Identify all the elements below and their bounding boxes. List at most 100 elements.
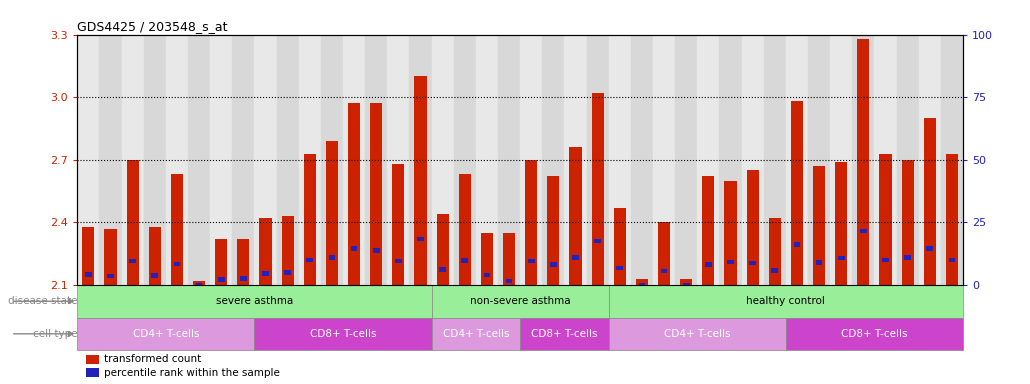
- Bar: [809, 35, 830, 285]
- Bar: [880, 154, 892, 285]
- Bar: [217, 277, 225, 282]
- Bar: [719, 35, 742, 285]
- Bar: [724, 180, 736, 285]
- Bar: [658, 222, 671, 285]
- Bar: [837, 256, 845, 260]
- Bar: [946, 154, 958, 285]
- Text: CD4+ T-cells: CD4+ T-cells: [443, 329, 509, 339]
- Bar: [830, 35, 853, 285]
- Bar: [660, 269, 667, 273]
- Bar: [520, 35, 543, 285]
- Bar: [453, 35, 476, 285]
- Bar: [476, 35, 499, 285]
- Bar: [254, 35, 276, 285]
- Text: disease state: disease state: [8, 296, 77, 306]
- Bar: [683, 283, 690, 287]
- Bar: [853, 35, 874, 285]
- Bar: [284, 270, 291, 275]
- Bar: [151, 273, 159, 278]
- Bar: [786, 35, 809, 285]
- Bar: [171, 174, 183, 285]
- Bar: [594, 238, 602, 243]
- Bar: [410, 35, 432, 285]
- Bar: [503, 233, 515, 285]
- Bar: [306, 258, 313, 262]
- Bar: [904, 255, 912, 260]
- Bar: [281, 216, 294, 285]
- Bar: [84, 272, 92, 277]
- Bar: [366, 35, 387, 285]
- Bar: [616, 266, 623, 270]
- Text: severe asthma: severe asthma: [216, 296, 294, 306]
- Bar: [87, 368, 99, 377]
- Bar: [527, 259, 535, 263]
- Bar: [791, 101, 803, 285]
- Bar: [793, 242, 800, 247]
- Bar: [254, 318, 432, 350]
- Bar: [813, 166, 825, 285]
- Bar: [77, 35, 99, 285]
- Bar: [636, 279, 648, 285]
- Bar: [193, 281, 205, 285]
- Bar: [570, 147, 582, 285]
- Bar: [874, 35, 896, 285]
- Bar: [520, 318, 609, 350]
- Bar: [329, 255, 336, 260]
- Bar: [614, 208, 626, 285]
- Bar: [919, 35, 941, 285]
- Bar: [816, 260, 823, 265]
- Bar: [727, 260, 734, 264]
- Bar: [835, 162, 848, 285]
- Bar: [697, 35, 719, 285]
- Bar: [550, 262, 557, 266]
- Bar: [215, 239, 228, 285]
- Bar: [630, 35, 653, 285]
- Bar: [941, 35, 963, 285]
- Bar: [901, 160, 914, 285]
- Bar: [857, 39, 869, 285]
- Bar: [196, 283, 203, 287]
- Bar: [82, 227, 95, 285]
- Bar: [392, 164, 405, 285]
- Bar: [432, 318, 520, 350]
- Text: non-severe asthma: non-severe asthma: [470, 296, 571, 306]
- Bar: [104, 228, 116, 285]
- Bar: [749, 261, 756, 265]
- Bar: [525, 160, 538, 285]
- Bar: [926, 246, 933, 250]
- Bar: [437, 214, 449, 285]
- Bar: [87, 354, 99, 364]
- Bar: [325, 141, 338, 285]
- Bar: [896, 35, 919, 285]
- Bar: [639, 283, 646, 287]
- Bar: [786, 318, 963, 350]
- Bar: [949, 258, 956, 262]
- Bar: [173, 262, 180, 266]
- Text: CD8+ T-cells: CD8+ T-cells: [310, 329, 376, 339]
- Bar: [499, 35, 520, 285]
- Bar: [458, 174, 471, 285]
- Text: GDS4425 / 203548_s_at: GDS4425 / 203548_s_at: [77, 20, 228, 33]
- Bar: [591, 93, 604, 285]
- Bar: [860, 228, 867, 233]
- Bar: [143, 35, 166, 285]
- Bar: [260, 218, 272, 285]
- Bar: [210, 35, 233, 285]
- Bar: [764, 35, 786, 285]
- Bar: [343, 35, 366, 285]
- Bar: [564, 35, 587, 285]
- Bar: [439, 267, 446, 271]
- Bar: [240, 276, 247, 281]
- Bar: [237, 239, 249, 285]
- Bar: [483, 273, 490, 277]
- Bar: [924, 118, 936, 285]
- Bar: [506, 278, 513, 283]
- Bar: [394, 258, 402, 263]
- Bar: [609, 318, 786, 350]
- Text: CD4+ T-cells: CD4+ T-cells: [133, 329, 199, 339]
- Bar: [122, 35, 143, 285]
- Bar: [676, 35, 697, 285]
- Text: percentile rank within the sample: percentile rank within the sample: [104, 367, 280, 377]
- Bar: [702, 177, 715, 285]
- Bar: [348, 103, 360, 285]
